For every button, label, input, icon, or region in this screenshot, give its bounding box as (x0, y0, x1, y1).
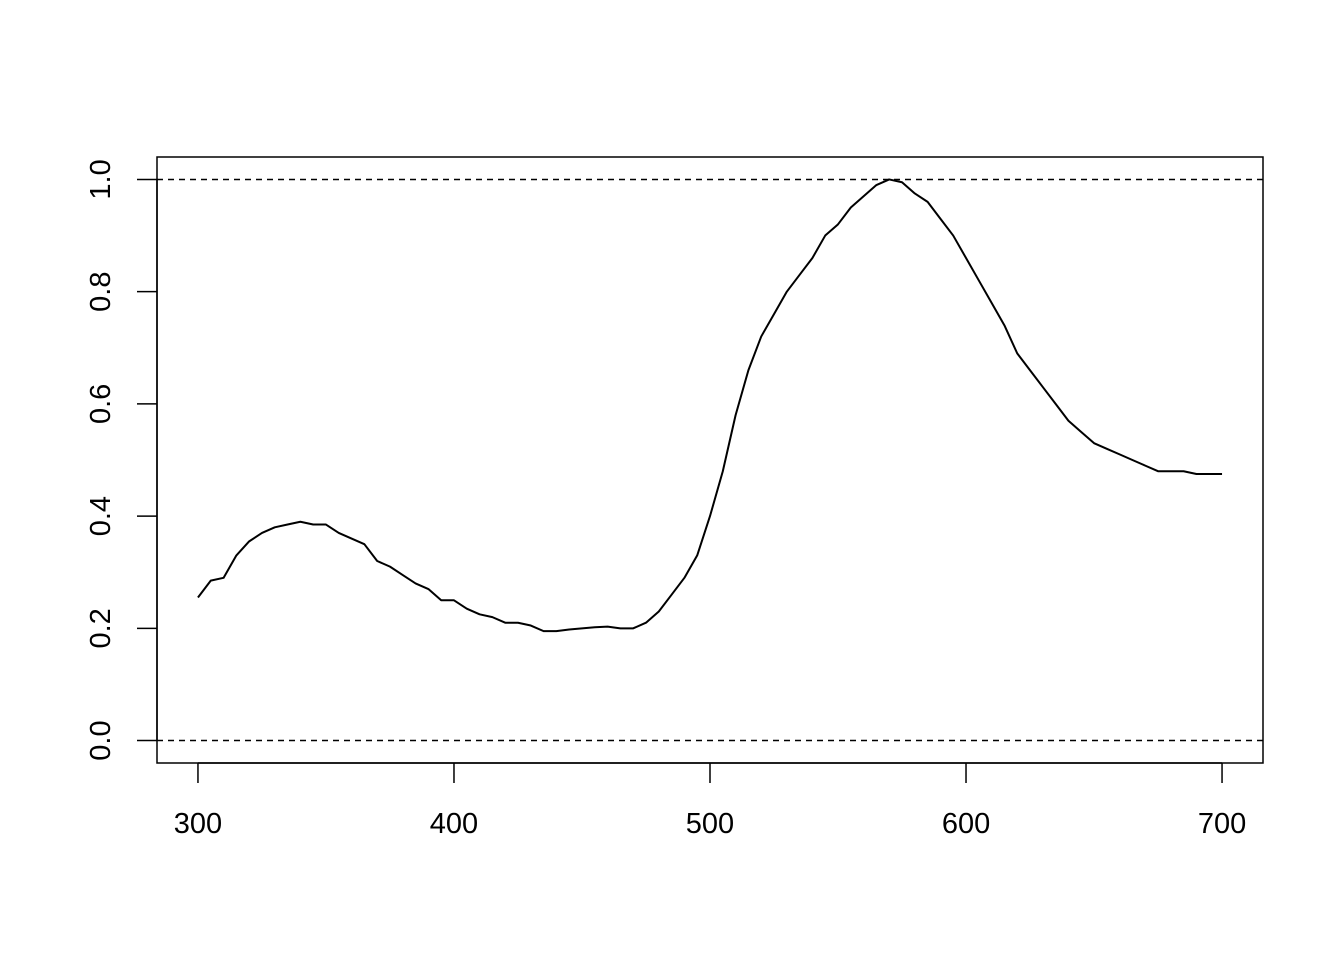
y-tick-label: 0.4 (85, 496, 117, 536)
x-tick-label: 500 (686, 808, 734, 840)
x-tick-label: 600 (942, 808, 990, 840)
y-tick-label: 1.0 (85, 159, 117, 199)
y-tick-label: 0.2 (85, 608, 117, 648)
y-tick-label: 0.6 (85, 384, 117, 424)
x-tick-label: 300 (174, 808, 222, 840)
y-tick-label: 0.0 (85, 720, 117, 760)
x-tick-label: 700 (1198, 808, 1246, 840)
plot-frame (156, 156, 1264, 764)
x-tick-label: 400 (430, 808, 478, 840)
y-tick-label: 0.8 (85, 272, 117, 312)
data-line (197, 178, 1223, 633)
